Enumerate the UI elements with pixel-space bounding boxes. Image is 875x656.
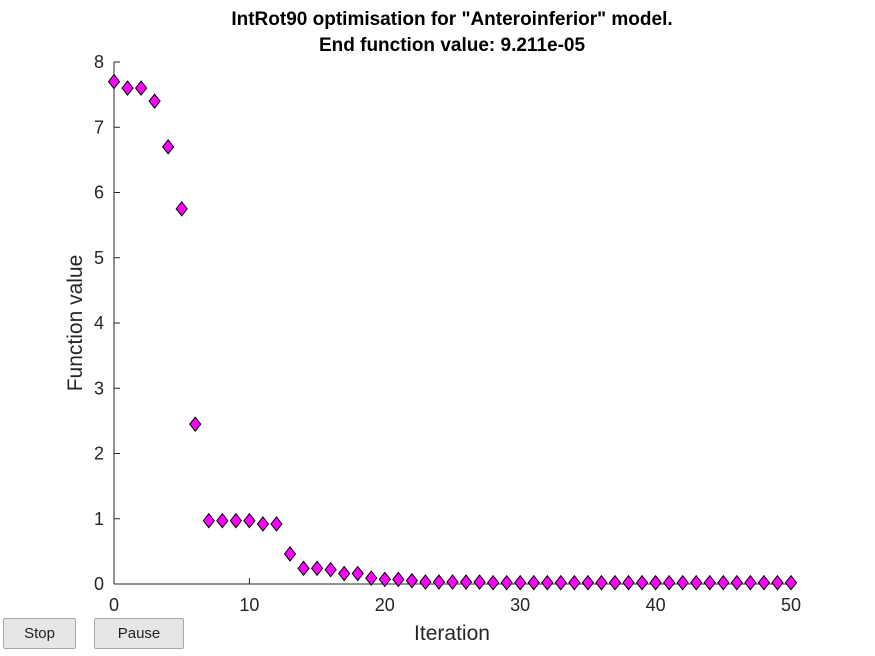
data-point <box>514 574 527 591</box>
data-point <box>757 574 771 591</box>
pause-button[interactable]: Pause <box>94 618 184 649</box>
data-point <box>500 574 513 591</box>
data-point <box>784 574 798 591</box>
data-point <box>568 574 581 591</box>
data-point <box>134 80 148 96</box>
data-points <box>107 73 798 591</box>
data-point <box>405 572 419 589</box>
y-tick-label: 1 <box>94 509 104 529</box>
data-point <box>486 574 500 591</box>
y-tick-label: 3 <box>94 378 104 398</box>
data-point <box>216 512 229 529</box>
chart-title: IntRot90 optimisation for "Anteroinferio… <box>231 9 672 30</box>
x-tick-label: 50 <box>781 595 801 615</box>
stop-button[interactable]: Stop <box>3 618 76 649</box>
data-point <box>581 574 595 591</box>
data-point <box>256 516 270 532</box>
data-point <box>703 574 716 591</box>
x-tick-label: 30 <box>510 595 530 615</box>
data-point <box>541 574 554 591</box>
data-point <box>175 201 188 217</box>
axes <box>113 62 791 585</box>
x-tick-label: 0 <box>109 595 119 615</box>
data-point <box>351 565 364 582</box>
data-point <box>365 570 378 586</box>
data-point <box>148 93 161 109</box>
data-point <box>310 560 324 577</box>
data-point <box>744 574 757 591</box>
y-tick-label: 6 <box>94 183 104 203</box>
data-point <box>324 561 337 578</box>
y-axis-label: Function value <box>64 255 87 392</box>
data-point <box>446 574 459 590</box>
y-tick-label: 4 <box>94 313 104 333</box>
data-point <box>635 574 649 591</box>
data-point <box>717 574 730 591</box>
data-point <box>162 139 175 155</box>
data-point <box>676 574 689 591</box>
data-point <box>378 571 391 588</box>
data-point <box>392 571 405 588</box>
data-point <box>690 574 703 591</box>
data-point <box>107 73 121 90</box>
data-point <box>432 574 446 590</box>
data-point <box>121 80 134 96</box>
data-point <box>554 574 567 591</box>
data-point <box>243 512 256 529</box>
x-tick-label: 10 <box>239 595 259 615</box>
data-point <box>649 574 662 591</box>
data-point <box>527 574 540 591</box>
data-point <box>297 560 310 577</box>
y-tick-label: 0 <box>94 574 104 594</box>
y-tick-label: 7 <box>94 117 104 137</box>
data-point <box>622 574 635 591</box>
data-point <box>459 574 473 590</box>
y-tick-label: 8 <box>94 52 104 72</box>
data-point <box>771 574 784 591</box>
data-point <box>189 416 202 432</box>
x-tick-label: 40 <box>646 595 666 615</box>
chart-subtitle: End function value: 9.211e-05 <box>319 35 586 56</box>
data-point <box>595 574 608 591</box>
y-tick-label: 2 <box>94 444 104 464</box>
ticks: 0 10 20 30 40 50 0 1 2 3 4 5 6 7 8 <box>94 52 801 615</box>
data-point <box>730 574 743 591</box>
x-axis-label: Iteration <box>414 622 490 645</box>
data-point <box>283 546 297 562</box>
data-point <box>202 512 215 529</box>
data-point <box>419 574 432 590</box>
data-point <box>663 574 676 591</box>
data-point <box>229 512 242 529</box>
data-point <box>270 516 283 532</box>
data-point <box>608 574 622 591</box>
y-tick-label: 5 <box>94 248 104 268</box>
data-point <box>338 565 351 582</box>
data-point <box>473 574 486 590</box>
x-tick-label: 20 <box>375 595 395 615</box>
